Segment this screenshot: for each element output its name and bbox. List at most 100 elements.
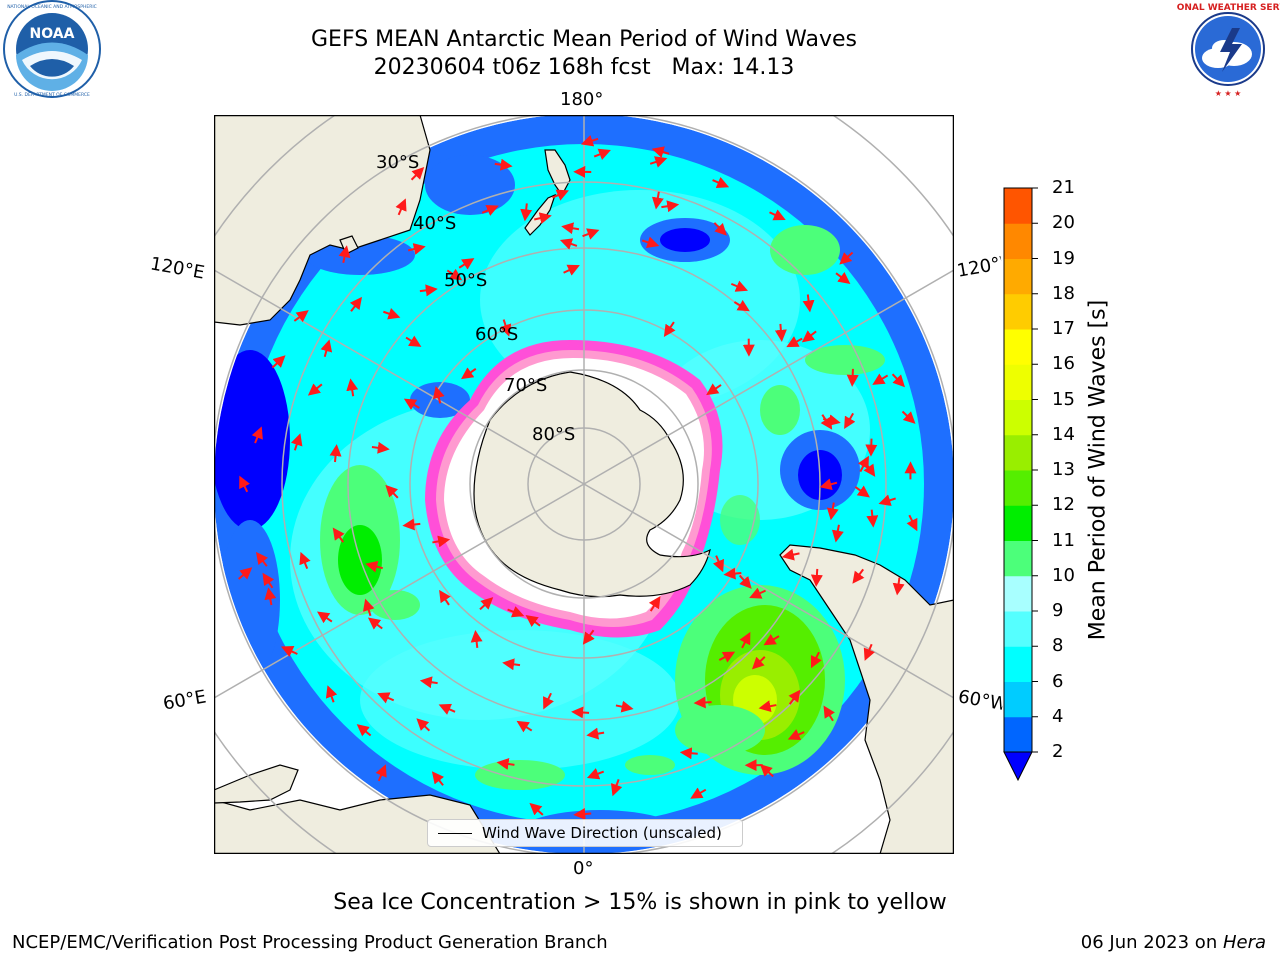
colorbar-tick-label: 8 [1052, 635, 1064, 657]
lon-label-0: 0° [573, 858, 594, 879]
colorbar-segment [1004, 188, 1032, 224]
colorbar-tick-label: 14 [1052, 423, 1075, 445]
wind-wave-arrow [892, 577, 905, 596]
lat-label-40s: 40°S [413, 213, 457, 234]
wind-wave-arrow [367, 617, 383, 630]
wind-wave-arrow [872, 373, 889, 385]
wind-wave-arrow [823, 705, 835, 722]
wind-wave-arrow [651, 191, 664, 210]
colorbar-segment [1004, 223, 1032, 259]
wind-wave-arrow [713, 222, 727, 236]
wind-wave-arrow [479, 597, 494, 611]
legend-line-icon [438, 832, 472, 834]
wind-wave-arrow [338, 245, 351, 264]
wind-wave-arrow [481, 204, 499, 216]
wind-wave-arrow [377, 692, 395, 704]
wind-wave-arrow [831, 524, 844, 543]
wind-wave-arrow [407, 243, 426, 255]
colorbar-segment [1004, 364, 1032, 400]
legend-label: Wind Wave Direction (unscaled) [482, 824, 722, 842]
lat-label-30s: 30°S [376, 152, 420, 173]
wind-wave-arrow [494, 158, 513, 171]
colorbar-title: Mean Period of Wind Waves [s] [1085, 299, 1111, 641]
wind-wave-arrow [525, 615, 541, 627]
lon-label-120w: 120°W [955, 253, 1004, 282]
wind-wave-arrow [432, 535, 451, 548]
noaa-logo-text: NOAA [30, 26, 75, 42]
lat-label-70s: 70°S [504, 375, 548, 396]
wind-wave-arrow [738, 574, 752, 589]
colorbar-tick-label: 4 [1052, 705, 1064, 727]
wind-wave-arrow [774, 323, 787, 342]
colorbar-tick-label: 19 [1052, 247, 1075, 269]
wind-wave-arrow [582, 629, 595, 645]
wind-wave-arrow [906, 514, 918, 532]
colorbar-segment [1004, 399, 1032, 436]
wind-wave-arrow [706, 383, 722, 396]
wind-wave-arrow [693, 696, 712, 709]
antarctica [473, 371, 711, 598]
wind-wave-arrow [262, 572, 275, 589]
wind-wave-arrow [586, 768, 605, 780]
colorbar-segment [1004, 611, 1032, 647]
wind-wave-arrow [561, 222, 580, 235]
nws-logo: NATIONAL WEATHER SERVICE ★ ★ ★ [1176, 1, 1280, 98]
wind-wave-arrow [346, 378, 359, 397]
colorbar-segment [1004, 258, 1032, 295]
wind-wave-arrow [383, 308, 401, 320]
wind-wave-arrow [502, 658, 521, 671]
colorbar-tick-label: 10 [1052, 564, 1075, 586]
wind-wave-arrow [648, 595, 661, 612]
wind-wave-arrow [891, 373, 905, 388]
wind-wave-arrow [730, 280, 748, 292]
wind-wave-arrow [826, 502, 839, 521]
wind-wave-arrow [781, 548, 800, 561]
wind-wave-arrow [571, 706, 590, 719]
lat-label-60s: 60°S [475, 324, 519, 345]
wind-wave-arrow [320, 339, 333, 358]
wind-wave-arrow [580, 134, 599, 147]
wind-wave-arrow [332, 527, 345, 543]
wind-wave-arrow [255, 551, 268, 567]
wind-wave-arrow [749, 587, 766, 599]
wind-wave-arrow [582, 228, 600, 240]
wind-wave-arrow [679, 747, 698, 760]
wind-wave-arrow [586, 727, 605, 740]
wind-wave-arrow [641, 236, 660, 248]
wind-wave-arrow [290, 433, 303, 451]
chart-subtitle: 20230604 t06z 168h fcst Max: 14.13 [373, 55, 795, 80]
wind-wave-arrow [281, 646, 298, 657]
colorbar-segment [1004, 434, 1032, 471]
wind-wave-arrow [802, 294, 815, 313]
wind-wave-arrow [733, 299, 750, 312]
wind-wave-arrow [356, 724, 372, 737]
wind-wave-arrow [520, 203, 533, 222]
colorbar-tick-label: 21 [1052, 177, 1075, 198]
wind-wave-arrow [251, 426, 263, 444]
colorbar-extend-arrow [1003, 751, 1033, 782]
colorbar-segment [1004, 716, 1032, 753]
svg-text:U.S. DEPARTMENT OF COMMERCE: U.S. DEPARTMENT OF COMMERCE [14, 92, 90, 98]
svg-text:★ ★ ★: ★ ★ ★ [1215, 89, 1242, 98]
wind-wave-arrow [375, 764, 387, 782]
svg-text:NATIONAL OCEANIC AND ATMOSPHER: NATIONAL OCEANIC AND ATMOSPHERIC [7, 4, 97, 10]
wind-wave-arrow [403, 398, 420, 410]
colorbar-tick-label: 9 [1052, 600, 1064, 621]
wind-wave-arrow [371, 441, 390, 454]
wind-wave-arrow [349, 296, 362, 312]
wind-wave-arrow [299, 551, 311, 569]
wind-wave-arrow [365, 560, 383, 573]
colorbar-tick-label: 18 [1052, 282, 1075, 304]
chart-title: GEFS MEAN Antarctic Mean Period of Wind … [311, 27, 857, 52]
wind-wave-arrow [329, 444, 342, 463]
wind-wave-arrow [385, 484, 399, 499]
wind-wave-arrow [507, 606, 525, 618]
wind-wave-arrow [615, 700, 634, 713]
wind-wave-arrow [854, 485, 870, 498]
lon-label-120e: 120°E [148, 253, 207, 284]
wind-wave-arrow [419, 284, 438, 297]
colorbar-segment [1004, 575, 1032, 612]
wind-wave-arrow [438, 703, 456, 715]
colorbar-tick-label: 20 [1052, 212, 1075, 234]
colorbar-tick-label: 13 [1052, 459, 1075, 480]
